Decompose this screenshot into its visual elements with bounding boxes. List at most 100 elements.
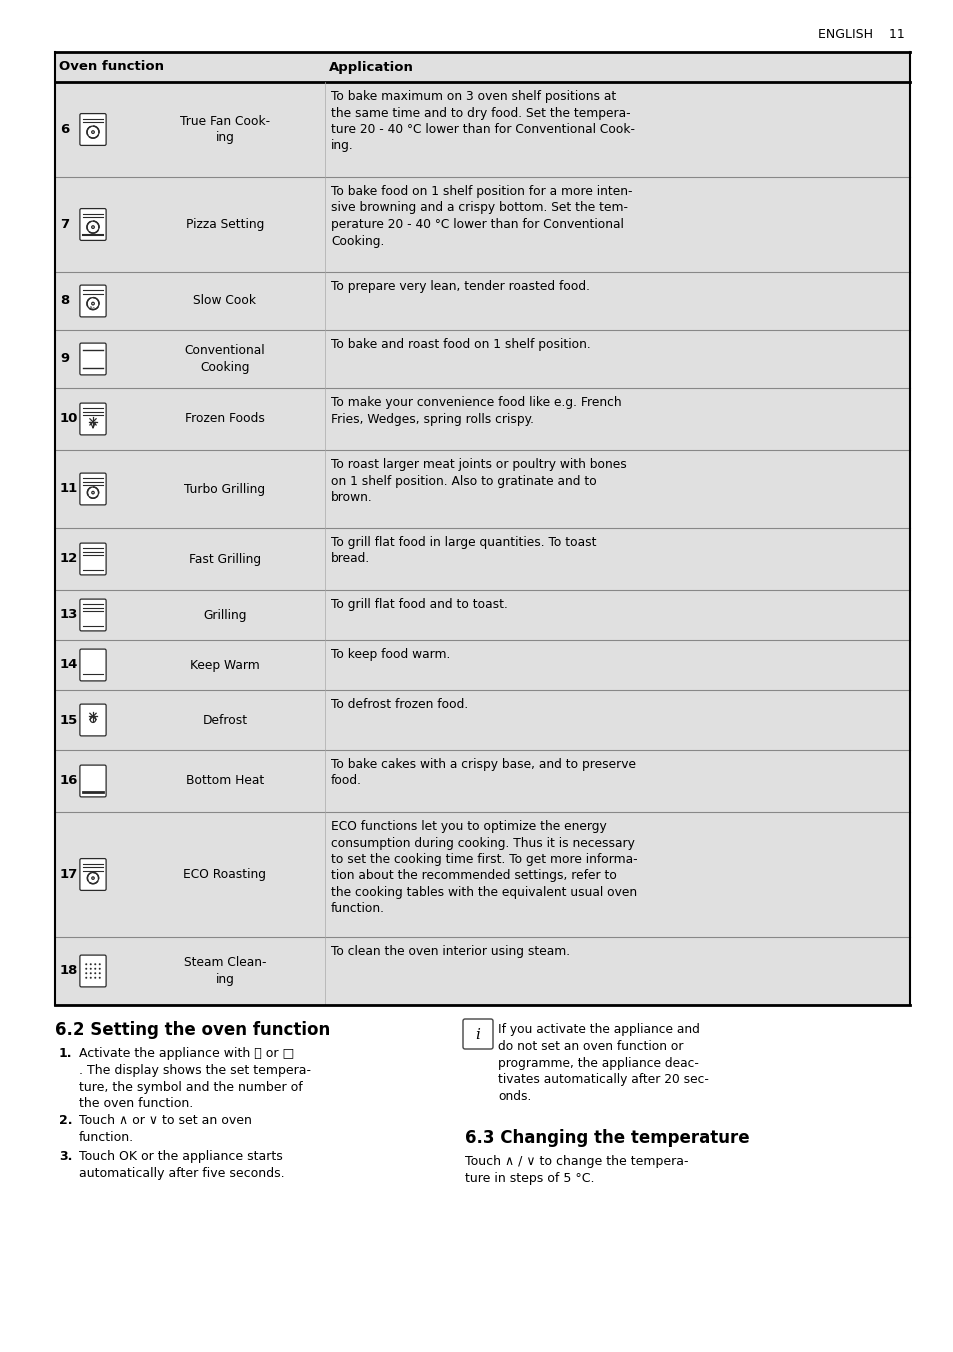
Circle shape	[94, 968, 96, 969]
Text: ECO functions let you to optimize the energy
consumption during cooking. Thus it: ECO functions let you to optimize the en…	[331, 821, 637, 915]
FancyBboxPatch shape	[80, 704, 106, 735]
Bar	[55, 177, 909, 272]
Text: 18: 18	[60, 964, 78, 977]
Text: ENGLISH    11: ENGLISH 11	[818, 28, 904, 41]
FancyBboxPatch shape	[80, 114, 106, 146]
Circle shape	[85, 976, 87, 979]
Text: Pizza Setting: Pizza Setting	[186, 218, 264, 231]
Text: 2.: 2.	[59, 1114, 72, 1128]
FancyBboxPatch shape	[80, 544, 106, 575]
FancyBboxPatch shape	[80, 343, 106, 375]
Text: 6: 6	[60, 123, 70, 137]
Text: i: i	[475, 1028, 480, 1042]
Text: 16: 16	[60, 775, 78, 787]
Bar	[55, 750, 909, 813]
Text: Activate the appliance with ⓞ or □
. The display shows the set tempera-
ture, th: Activate the appliance with ⓞ or □ . The…	[79, 1046, 311, 1110]
Text: To clean the oven interior using steam.: To clean the oven interior using steam.	[331, 945, 570, 959]
Circle shape	[94, 972, 96, 975]
Circle shape	[99, 963, 101, 965]
Bar	[55, 330, 909, 388]
Text: 6.2 Setting the oven function: 6.2 Setting the oven function	[55, 1021, 330, 1038]
FancyBboxPatch shape	[80, 859, 106, 891]
Text: 3.: 3.	[59, 1151, 72, 1163]
Text: 15: 15	[60, 714, 78, 726]
Text: To defrost frozen food.: To defrost frozen food.	[331, 698, 468, 711]
FancyBboxPatch shape	[80, 765, 106, 796]
Bar	[55, 937, 909, 1005]
FancyBboxPatch shape	[80, 955, 106, 987]
FancyBboxPatch shape	[80, 473, 106, 504]
FancyBboxPatch shape	[462, 1019, 493, 1049]
Text: ltc: ltc	[90, 307, 96, 311]
Text: If you activate the appliance and
do not set an oven function or
programme, the : If you activate the appliance and do not…	[497, 1023, 708, 1103]
Text: Turbo Grilling: Turbo Grilling	[184, 483, 265, 495]
Text: 8: 8	[60, 295, 70, 307]
FancyBboxPatch shape	[80, 403, 106, 435]
Bar	[55, 690, 909, 750]
Circle shape	[91, 877, 94, 879]
Circle shape	[90, 968, 91, 969]
Circle shape	[99, 976, 101, 979]
Text: To roast larger meat joints or poultry with bones
on 1 shelf position. Also to g: To roast larger meat joints or poultry w…	[331, 458, 626, 504]
Text: 11: 11	[60, 483, 78, 495]
Circle shape	[99, 968, 101, 969]
Bar	[55, 82, 909, 177]
Text: 17: 17	[60, 868, 78, 882]
FancyBboxPatch shape	[80, 208, 106, 241]
Text: Touch OK or the appliance starts
automatically after five seconds.: Touch OK or the appliance starts automat…	[79, 1151, 284, 1180]
Bar	[55, 589, 909, 639]
Bar	[55, 388, 909, 450]
Text: Defrost: Defrost	[202, 714, 247, 726]
Text: Bottom Heat: Bottom Heat	[186, 775, 264, 787]
Circle shape	[94, 963, 96, 965]
Text: 13: 13	[60, 608, 78, 622]
Circle shape	[99, 972, 101, 975]
Bar	[55, 639, 909, 690]
Text: To prepare very lean, tender roasted food.: To prepare very lean, tender roasted foo…	[331, 280, 589, 293]
Text: 9: 9	[60, 353, 69, 365]
Text: 6.3 Changing the temperature: 6.3 Changing the temperature	[464, 1129, 749, 1146]
Text: ECO Roasting: ECO Roasting	[183, 868, 266, 882]
Text: True Fan Cook-
ing: True Fan Cook- ing	[180, 115, 270, 145]
Text: Steam Clean-
ing: Steam Clean- ing	[184, 956, 266, 986]
Circle shape	[85, 963, 87, 965]
Text: To bake cakes with a crispy base, and to preserve
food.: To bake cakes with a crispy base, and to…	[331, 758, 636, 787]
Circle shape	[90, 963, 91, 965]
Text: To keep food warm.: To keep food warm.	[331, 648, 450, 661]
Text: Fast Grilling: Fast Grilling	[189, 553, 261, 565]
Circle shape	[90, 972, 91, 975]
FancyBboxPatch shape	[80, 285, 106, 316]
Text: Grilling: Grilling	[203, 608, 247, 622]
Text: Conventional
Cooking: Conventional Cooking	[185, 345, 265, 373]
Circle shape	[85, 968, 87, 969]
Text: 7: 7	[60, 218, 69, 231]
Text: To grill flat food and to toast.: To grill flat food and to toast.	[331, 598, 507, 611]
Circle shape	[91, 131, 94, 134]
Text: To make your convenience food like e.g. French
Fries, Wedges, spring rolls crisp: To make your convenience food like e.g. …	[331, 396, 621, 426]
Text: Slow Cook: Slow Cook	[193, 295, 256, 307]
Text: 1.: 1.	[59, 1046, 72, 1060]
Bar	[55, 813, 909, 937]
Text: Frozen Foods: Frozen Foods	[185, 412, 265, 426]
Bar	[55, 450, 909, 529]
Text: 12: 12	[60, 553, 78, 565]
Text: Oven function: Oven function	[59, 61, 164, 73]
Bar	[55, 51, 909, 82]
FancyBboxPatch shape	[80, 599, 106, 631]
Text: Application: Application	[329, 61, 414, 73]
Circle shape	[91, 226, 94, 228]
Text: 14: 14	[60, 658, 78, 672]
Text: Keep Warm: Keep Warm	[190, 658, 259, 672]
Text: Touch ∧ or ∨ to set an oven
function.: Touch ∧ or ∨ to set an oven function.	[79, 1114, 252, 1144]
Circle shape	[85, 972, 87, 975]
Circle shape	[94, 976, 96, 979]
Text: Touch ∧ / ∨ to change the tempera-
ture in steps of 5 °C.: Touch ∧ / ∨ to change the tempera- ture …	[464, 1155, 688, 1184]
Circle shape	[91, 303, 94, 306]
FancyBboxPatch shape	[80, 649, 106, 681]
Text: To bake and roast food on 1 shelf position.: To bake and roast food on 1 shelf positi…	[331, 338, 590, 352]
Bar	[55, 529, 909, 589]
Text: To grill flat food in large quantities. To toast
bread.: To grill flat food in large quantities. …	[331, 535, 596, 565]
Text: To bake food on 1 shelf position for a more inten-
sive browning and a crispy bo: To bake food on 1 shelf position for a m…	[331, 185, 632, 247]
Circle shape	[91, 491, 94, 493]
Bar	[55, 272, 909, 330]
